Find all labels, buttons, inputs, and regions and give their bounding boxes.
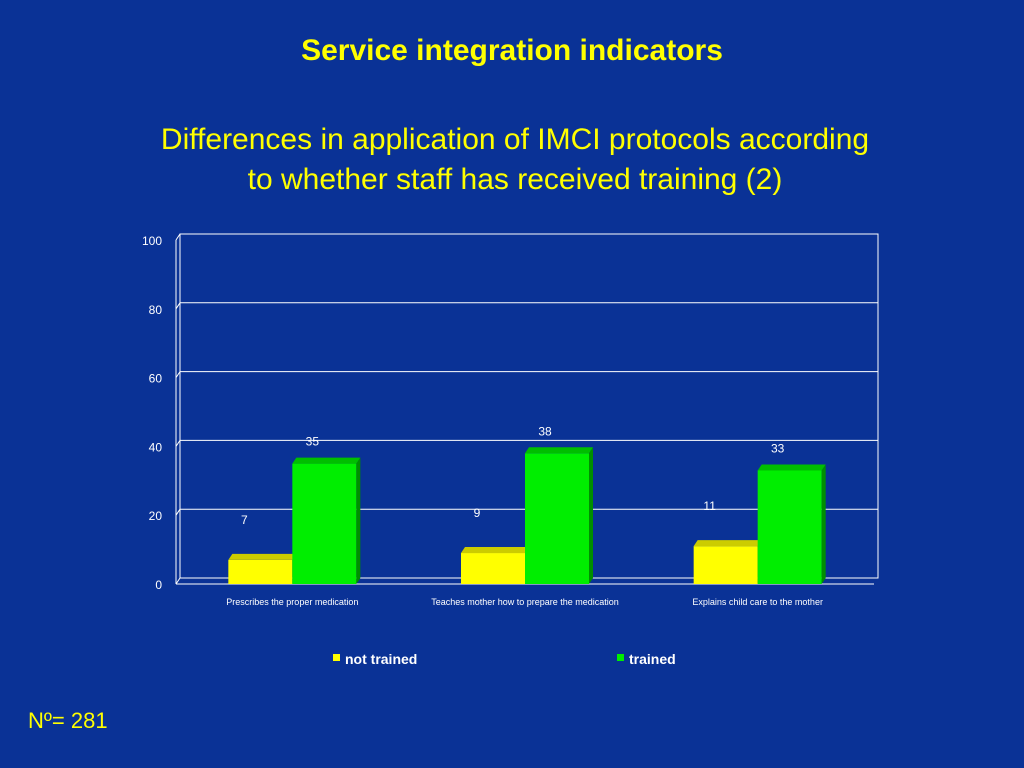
sample-size-note: Nº= 281: [28, 708, 108, 733]
bar-not-trained: [461, 553, 525, 584]
gridline-depth: [175, 508, 181, 516]
bar-side: [589, 447, 593, 584]
legend-label: trained: [629, 651, 676, 667]
bar-trained: [525, 453, 589, 584]
slide-subtitle: Differences in application of IMCI proto…: [100, 120, 930, 200]
bar-trained: [292, 463, 357, 584]
y-tick-label: 40: [149, 440, 163, 454]
bar-not-trained: [228, 559, 293, 584]
bar-top: [292, 457, 361, 464]
gridline-depth: [175, 233, 181, 241]
y-tick-label: 100: [142, 234, 162, 248]
data-label: 7: [241, 513, 248, 527]
x-tick-label: Explains child care to the mother: [692, 597, 823, 607]
bar-not-trained: [693, 546, 758, 584]
bar-top: [525, 447, 593, 454]
bar-side: [356, 457, 361, 584]
bar-trained: [757, 470, 822, 584]
bar-side: [821, 464, 826, 584]
gridline-depth: [175, 440, 181, 447]
bar-top: [461, 547, 529, 554]
slide-title: Service integration indicators: [301, 34, 723, 67]
y-tick-label: 60: [149, 372, 163, 386]
bar-top: [228, 553, 297, 560]
gridline-depth: [175, 577, 181, 585]
legend-swatch: [617, 654, 624, 661]
y-tick-label: 80: [149, 303, 163, 317]
x-tick-label: Teaches mother how to prepare the medica…: [431, 597, 619, 607]
legend-swatch: [333, 654, 340, 661]
subtitle-line-2: to whether staff has received training (…: [247, 163, 783, 196]
subtitle-line-1: Differences in application of IMCI proto…: [160, 123, 870, 156]
data-label: 9: [474, 506, 481, 520]
bar-chart: 0 20 40 60 80 100 7 35 Prescribes the proper med…: [142, 233, 879, 667]
gridline-depth: [175, 371, 181, 378]
x-tick-label: Prescribes the proper medication: [226, 597, 358, 607]
y-tick-label: 20: [149, 509, 163, 523]
gridline-depth: [175, 302, 181, 310]
legend-label: not trained: [345, 651, 417, 667]
data-label: 33: [771, 441, 785, 455]
data-label: 38: [538, 424, 552, 438]
bar-top: [757, 464, 826, 471]
data-label: 11: [703, 499, 716, 513]
data-label: 35: [306, 435, 320, 449]
y-tick-label: 0: [155, 578, 162, 592]
bar-top: [693, 540, 762, 547]
